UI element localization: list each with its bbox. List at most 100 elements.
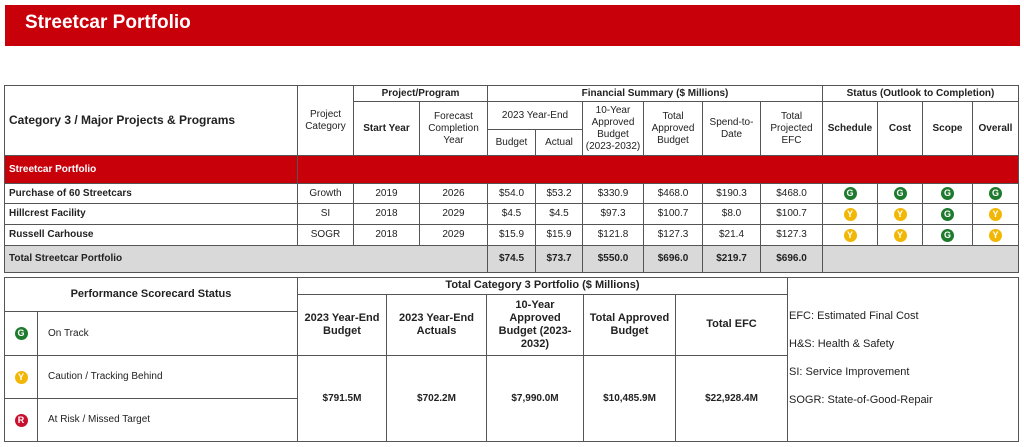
status-icon: Y xyxy=(14,370,28,384)
column-header: Start Year xyxy=(353,101,420,156)
legend-item: EFC: Estimated Final Cost xyxy=(789,310,919,322)
cell: 2029 xyxy=(419,224,488,246)
legend-box xyxy=(787,277,1019,442)
total-label: Total Streetcar Portfolio xyxy=(4,245,488,273)
status-cell: G xyxy=(972,183,1019,204)
status-icon: Y xyxy=(989,207,1002,221)
cell: 2018 xyxy=(353,203,420,225)
status-cell: G xyxy=(4,311,38,356)
row-name: Russell Carhouse xyxy=(4,224,298,246)
cell: $15.9 xyxy=(487,224,536,246)
total-cell: $550.0 xyxy=(582,245,644,273)
cell: 2019 xyxy=(353,183,420,204)
portfolio-value: $791.5M xyxy=(297,355,387,442)
portfolio-title: Total Category 3 Portfolio ($ Millions) xyxy=(297,277,788,295)
legend-item: SOGR: State-of-Good-Repair xyxy=(789,394,933,406)
status-icon: Y xyxy=(893,207,907,221)
cell: $190.3 xyxy=(702,183,761,204)
cell: $21.4 xyxy=(702,224,761,246)
banner xyxy=(5,5,1020,46)
total-cell: $73.7 xyxy=(535,245,583,273)
scorecard-title: Performance Scorecard Status xyxy=(4,277,298,312)
status-icon: G xyxy=(941,228,954,242)
total-cell: $74.5 xyxy=(487,245,536,273)
page-title: Streetcar Portfolio xyxy=(25,12,191,33)
portfolio-header: 2023 Year-End Budget xyxy=(297,294,387,356)
status-icon: Y xyxy=(893,228,907,242)
cell: SOGR xyxy=(297,224,354,246)
cell: $330.9 xyxy=(582,183,644,204)
portfolio-value: $702.2M xyxy=(386,355,487,442)
status-cell: G xyxy=(922,183,973,204)
cell: SI xyxy=(297,203,354,225)
cell: $4.5 xyxy=(487,203,536,225)
table-heading: Category 3 / Major Projects & Programs xyxy=(4,85,298,156)
cell: $100.7 xyxy=(643,203,703,225)
status-icon: Y xyxy=(989,228,1002,242)
column-header: Cost xyxy=(877,101,923,156)
cell: $127.3 xyxy=(643,224,703,246)
status-cell: Y xyxy=(822,203,878,225)
group-header: Financial Summary ($ Millions) xyxy=(487,85,823,102)
cell: $54.0 xyxy=(487,183,536,204)
cell: $121.8 xyxy=(582,224,644,246)
portfolio-header: Total EFC xyxy=(675,294,788,356)
portfolio-value: $7,990.0M xyxy=(486,355,584,442)
cell: $468.0 xyxy=(643,183,703,204)
cell: 2026 xyxy=(419,183,488,204)
status-icon: G xyxy=(893,187,907,200)
column-header: 10-Year Approved Budget (2023-2032) xyxy=(582,101,644,156)
status-cell: G xyxy=(877,183,923,204)
status-cell: Y xyxy=(822,224,878,246)
status-icon: G xyxy=(989,187,1002,200)
legend-item: SI: Service Improvement xyxy=(789,366,910,378)
status-cell: Y xyxy=(972,224,1019,246)
status-icon: G xyxy=(941,187,954,200)
portfolio-header: Total Approved Budget xyxy=(583,294,676,356)
total-cell: $219.7 xyxy=(702,245,761,273)
portfolio-header: 2023 Year-End Actuals xyxy=(386,294,487,356)
status-cell: G xyxy=(822,183,878,204)
column-header: Overall xyxy=(972,101,1019,156)
status-cell: Y xyxy=(877,203,923,225)
status-cell: Y xyxy=(877,224,923,246)
status-icon: G xyxy=(14,327,28,340)
legend-item: H&S: Health & Safety xyxy=(789,338,895,350)
cell: $4.5 xyxy=(535,203,583,225)
cell: $97.3 xyxy=(582,203,644,225)
column-header: Total Projected EFC xyxy=(760,101,823,156)
cell: 2029 xyxy=(419,203,488,225)
status-cell: R xyxy=(4,398,38,442)
column-header: 2023 Year-End xyxy=(487,101,583,130)
status-icon: G xyxy=(941,207,954,221)
row-name: Hillcrest Facility xyxy=(4,203,298,225)
group-header: Status (Outlook to Completion) xyxy=(822,85,1019,102)
cell: $468.0 xyxy=(760,183,823,204)
column-header: Project Category xyxy=(297,85,354,156)
status-cell: G xyxy=(922,203,973,225)
status-cell: Y xyxy=(4,355,38,399)
cell: $8.0 xyxy=(702,203,761,225)
status-icon: R xyxy=(14,413,28,427)
cell: $15.9 xyxy=(535,224,583,246)
total-cell: $696.0 xyxy=(643,245,703,273)
total-cell: $696.0 xyxy=(760,245,823,273)
column-header: Spend-to-Date xyxy=(702,101,761,156)
status-icon: Y xyxy=(843,207,857,221)
section-title: Streetcar Portfolio xyxy=(4,155,298,184)
portfolio-header: 10-Year Approved Budget (2023-2032) xyxy=(486,294,584,356)
status-cell: Y xyxy=(972,203,1019,225)
row-name: Purchase of 60 Streetcars xyxy=(4,183,298,204)
column-header: Total Approved Budget xyxy=(643,101,703,156)
portfolio-value: $22,928.4M xyxy=(675,355,788,442)
portfolio-value: $10,485.9M xyxy=(583,355,676,442)
scorecard-label: On Track xyxy=(37,311,298,356)
column-header: Schedule xyxy=(822,101,878,156)
status-icon: Y xyxy=(843,228,857,242)
column-header: Budget xyxy=(487,129,536,156)
cell: $127.3 xyxy=(760,224,823,246)
group-header: Project/Program xyxy=(353,85,488,102)
status-cell: G xyxy=(922,224,973,246)
cell: 2018 xyxy=(353,224,420,246)
